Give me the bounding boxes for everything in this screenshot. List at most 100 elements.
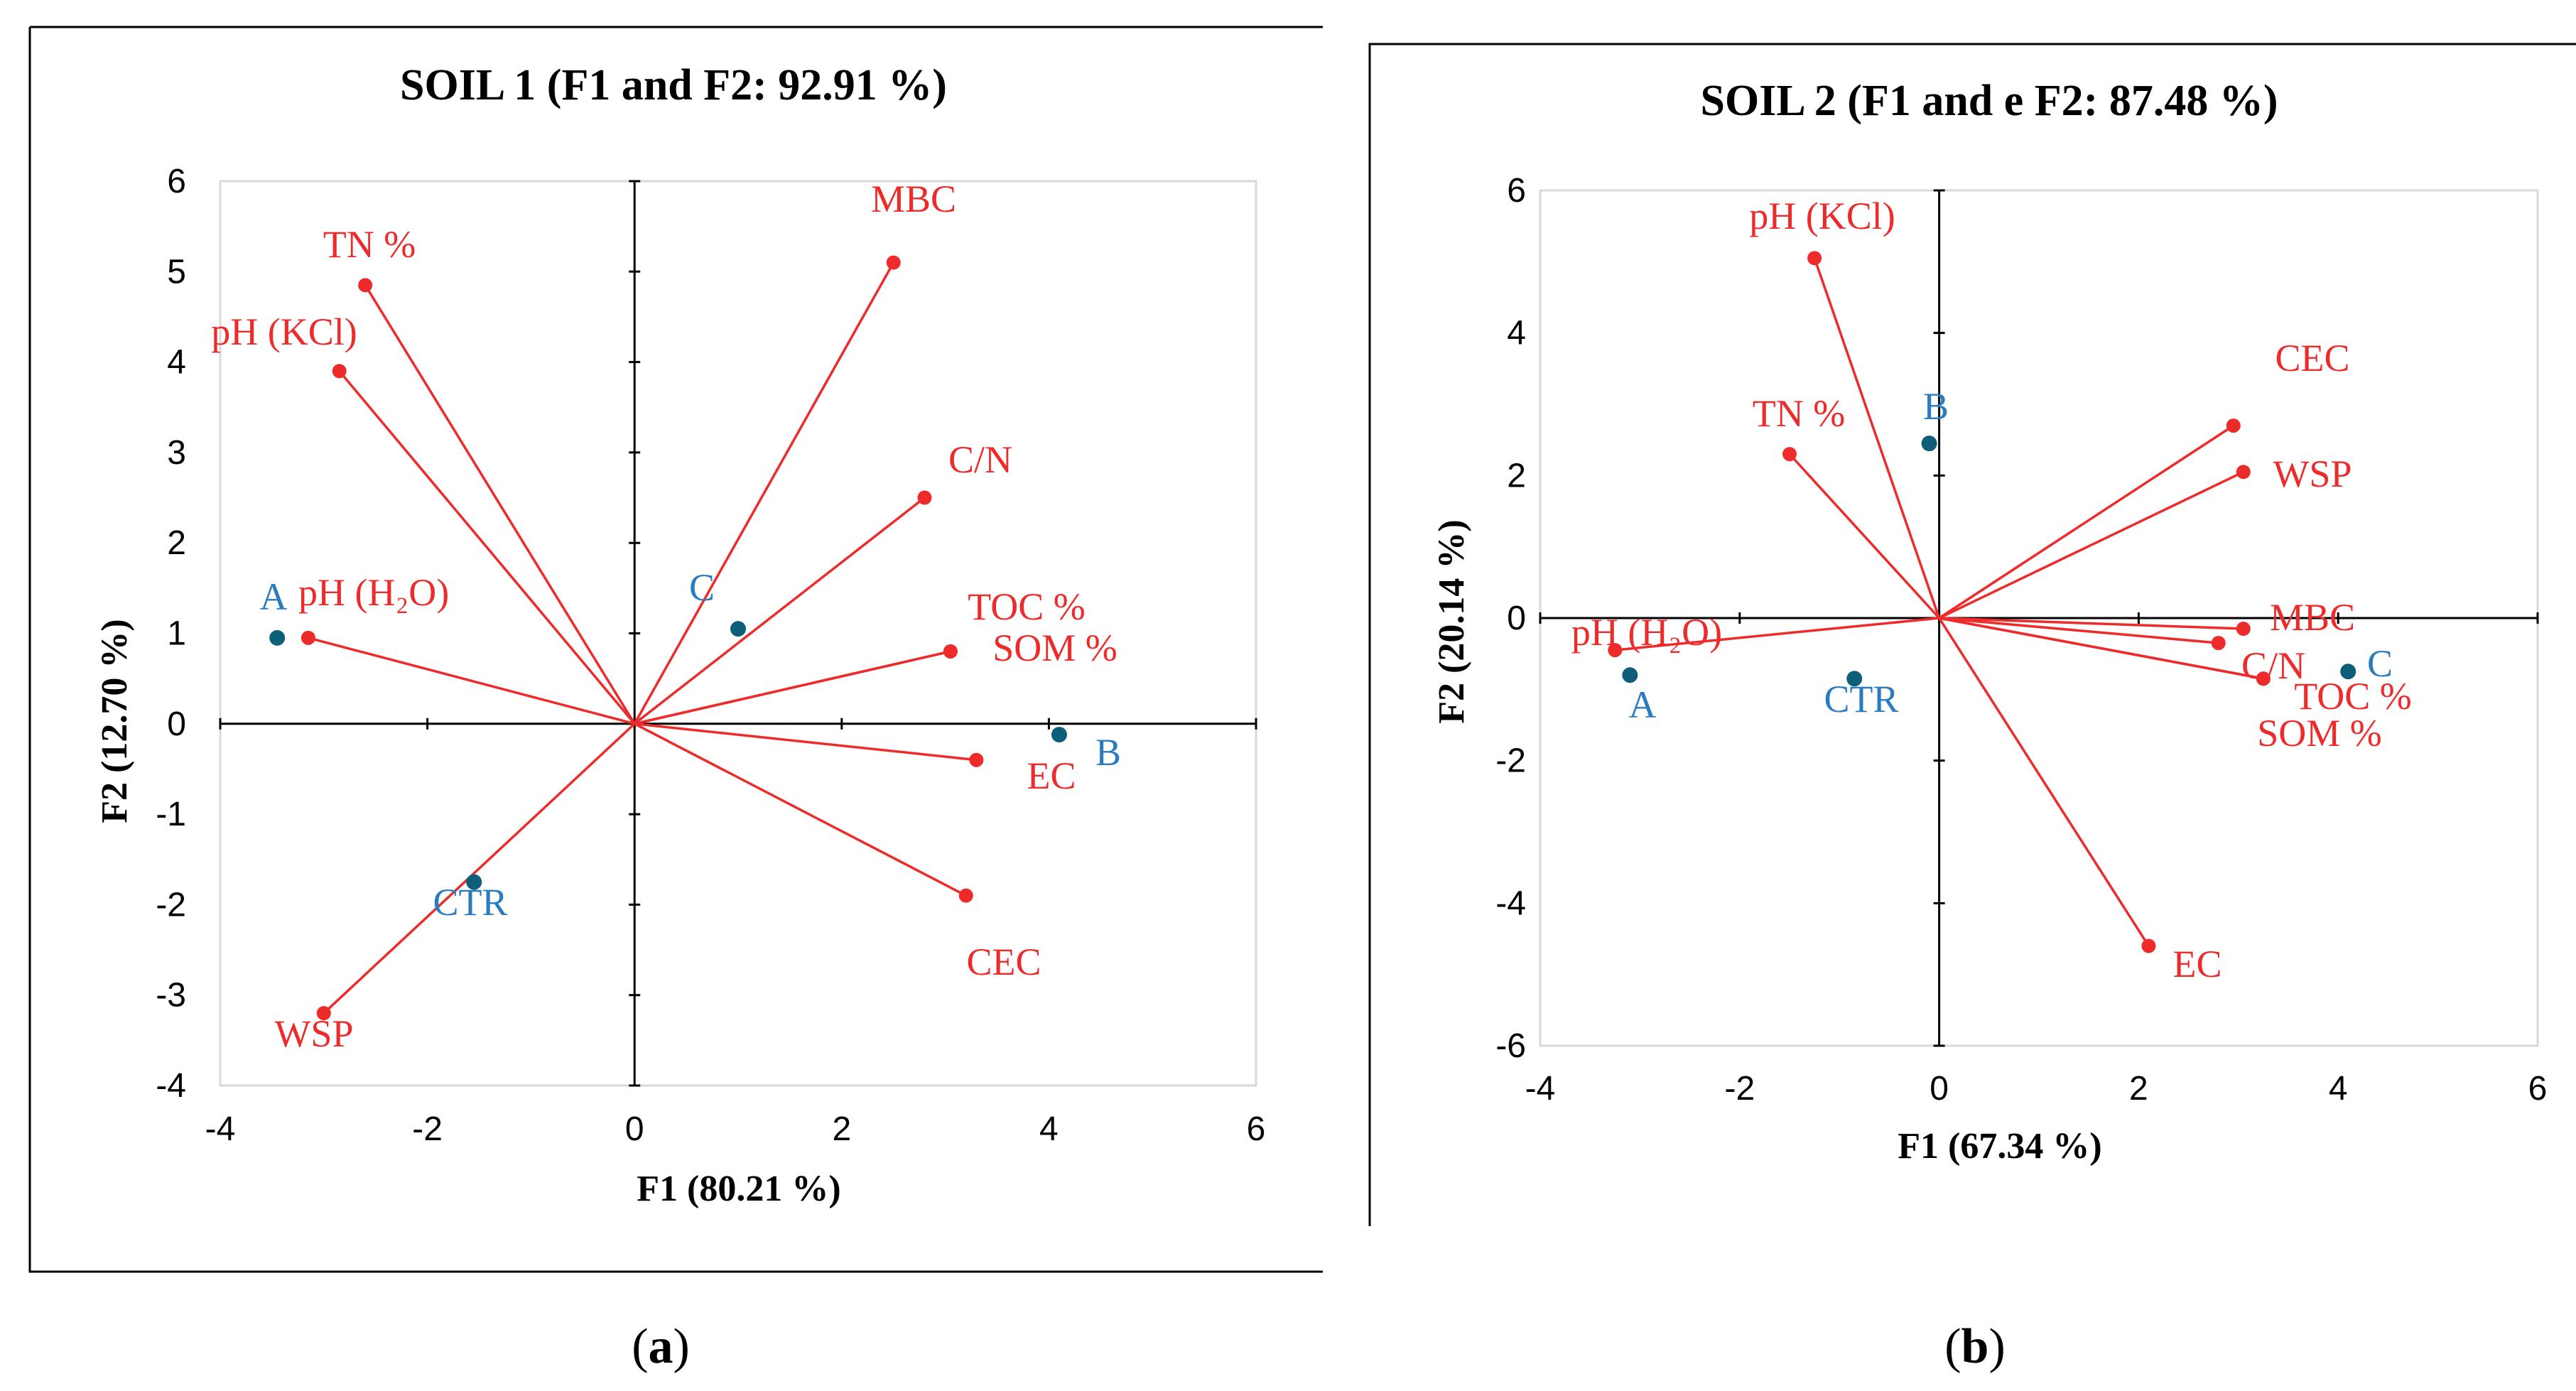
observation-label: A <box>1629 683 1657 726</box>
panel-label-open: ( <box>1944 1319 1961 1374</box>
variable-vector <box>1939 617 2244 630</box>
y-tick-label: -4 <box>1495 884 1526 922</box>
chart-soil-2: SOIL 2 (F1 and e F2: 87.48 %) F1 (67.34 … <box>1432 77 2547 1167</box>
variable-point <box>958 888 973 903</box>
variable-label: EC <box>2172 943 2221 985</box>
y-tick-label: 0 <box>167 705 186 743</box>
variable-label: CEC <box>966 941 1041 983</box>
panel-label-a: (a) <box>632 1319 690 1374</box>
panel-label-b: (b) <box>1944 1319 2006 1374</box>
variable-point <box>2236 622 2251 637</box>
variable-label: TN % <box>1753 392 1845 435</box>
variable-vector <box>634 497 926 725</box>
x-tick-label: 4 <box>1039 1110 1059 1148</box>
y-tick-label: -4 <box>156 1067 186 1105</box>
observation-label: A <box>260 575 288 618</box>
x-tick-label: 0 <box>625 1110 644 1148</box>
variable-label: SOM % <box>992 627 1117 669</box>
y-tick-label: -3 <box>156 977 186 1014</box>
y-axis-label: F2 (20.14 %) <box>1432 519 1472 723</box>
x-tick-label: 6 <box>1247 1110 1266 1148</box>
y-axis-label: F2 (12.70 %) <box>94 619 135 823</box>
x-tick-label: 2 <box>2129 1070 2148 1108</box>
variable-point <box>301 630 315 645</box>
observation-point <box>1921 435 1937 452</box>
chart-title: SOIL 2 (F1 and e F2: 87.48 %) <box>1701 77 2278 125</box>
variable-vector <box>1615 617 1939 651</box>
variable-point <box>2141 938 2156 953</box>
variable-point <box>943 644 958 659</box>
variable-label: pH (H₂O) <box>298 571 449 614</box>
chart-soil-1: SOIL 1 (F1 and F2: 92.91 %) F1 (80.21 %)… <box>94 61 1265 1209</box>
variable-vector <box>1938 617 2150 947</box>
plot-area-border <box>219 180 1257 1087</box>
variable-point <box>886 255 901 270</box>
variable-label: WSP <box>274 1012 353 1055</box>
y-tick-label: 2 <box>167 524 186 562</box>
variable-vector <box>633 261 895 725</box>
y-tick-label: -6 <box>1495 1027 1526 1065</box>
variable-point <box>332 364 347 379</box>
observation-label: B <box>1095 731 1121 774</box>
x-tick-label: 0 <box>1930 1070 1949 1108</box>
y-tick-label: -2 <box>1495 742 1526 780</box>
variable-vector <box>308 637 635 725</box>
variable-vector <box>338 370 636 725</box>
x-tick-label: 4 <box>2329 1070 2348 1108</box>
variable-label: pH (KCl) <box>1749 195 1895 237</box>
x-tick-label: -2 <box>412 1110 443 1148</box>
y-tick-label: 3 <box>167 434 186 472</box>
y-tick-label: 1 <box>167 615 186 653</box>
variable-vector <box>634 722 967 897</box>
x-axis-label: F1 (80.21 %) <box>637 1169 840 1209</box>
variable-label: EC <box>1027 754 1076 797</box>
observation-point <box>466 874 482 890</box>
y-tick-label: -1 <box>156 796 186 833</box>
variable-label: MBC <box>871 178 956 220</box>
y-tick-label: 4 <box>1507 315 1526 352</box>
x-tick-label: -2 <box>1724 1070 1755 1108</box>
variable-vector <box>1938 424 2234 619</box>
observation-point <box>730 621 746 637</box>
variable-vector <box>364 284 636 725</box>
variable-label: MBC <box>2270 596 2355 639</box>
observation-label: B <box>1923 385 1949 428</box>
observation-point <box>1846 671 1863 687</box>
variable-label: TN % <box>323 223 416 266</box>
x-tick-label: -4 <box>1525 1070 1556 1108</box>
panel-label-close: ) <box>1988 1319 2005 1374</box>
panel-a-frame <box>28 26 1323 1273</box>
observation-point <box>1622 667 1638 683</box>
variable-label: pH (H₂O) <box>1571 611 1722 654</box>
variable-vector <box>1788 453 1940 619</box>
variable-label: SOM % <box>2257 712 2382 754</box>
variable-vector <box>1939 617 2264 681</box>
y-tick-label: 6 <box>167 163 186 200</box>
x-tick-label: -4 <box>205 1110 236 1148</box>
variable-label: WSP <box>2273 453 2352 495</box>
variable-vector <box>1939 617 2219 644</box>
panel-label-letter: b <box>1961 1319 1989 1374</box>
variable-point <box>2211 636 2226 651</box>
panel-label-close: ) <box>673 1319 690 1374</box>
y-tick-label: 6 <box>1507 172 1526 210</box>
observation-label: C <box>689 566 715 609</box>
y-tick-label: 0 <box>1507 600 1526 637</box>
variable-point <box>1807 251 1822 266</box>
x-tick-label: 6 <box>2528 1070 2548 1108</box>
variable-point <box>2226 418 2241 433</box>
observation-point <box>1051 727 1067 743</box>
x-axis-label: F1 (67.34 %) <box>1898 1126 2101 1167</box>
y-tick-label: 4 <box>167 344 186 381</box>
variable-point <box>917 490 932 505</box>
y-tick-label: 5 <box>167 253 186 291</box>
panel-b-frame <box>1368 43 2576 1226</box>
observation-label: CTR <box>1824 678 1898 720</box>
observation-point <box>269 629 286 646</box>
chart-title: SOIL 1 (F1 and F2: 92.91 %) <box>400 61 947 109</box>
variable-point <box>358 278 373 293</box>
variable-vector <box>634 650 951 725</box>
variable-label: TOC % <box>2294 675 2412 718</box>
y-tick-label: 2 <box>1507 457 1526 494</box>
